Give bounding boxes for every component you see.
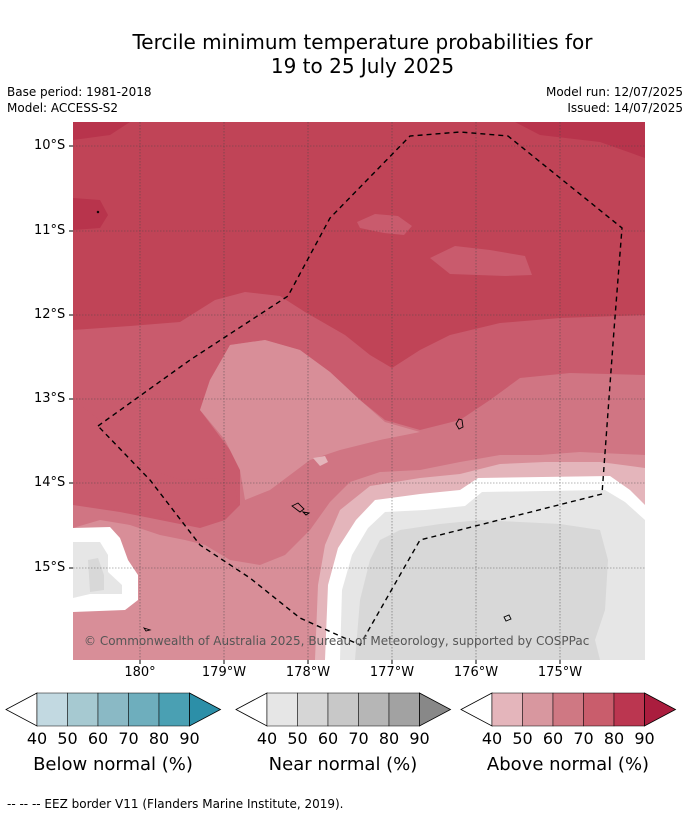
lon-label-177w: 177°W	[369, 665, 415, 680]
region-above-90-left	[73, 198, 108, 230]
colorbar-tick-label: 90	[409, 729, 430, 748]
colorbar-swatch	[158, 692, 190, 727]
colorbar-swatch	[552, 692, 584, 727]
eez-border	[96, 131, 623, 646]
colorbar-above-normal	[460, 692, 677, 727]
region-above-90-topright	[515, 122, 645, 158]
islands	[96, 210, 512, 632]
region-above-50-b	[200, 340, 420, 500]
issued-date: Issued: 14/07/2025	[567, 101, 683, 115]
graticule	[73, 122, 645, 660]
lat-label-11s: 11°S	[34, 223, 66, 238]
colorbar-swatch	[522, 692, 554, 727]
lat-label-15s: 15°S	[34, 560, 66, 575]
lon-label-176w: 176°W	[453, 665, 499, 680]
colorbar-swatch	[266, 692, 298, 727]
meta-right: Model run: 12/07/2025 Issued: 14/07/2025	[546, 84, 683, 116]
colorbar-title-near: Near normal (%)	[268, 754, 418, 775]
colorbar-under-triangle	[5, 692, 38, 727]
colorbar-tick-label: 80	[603, 729, 625, 748]
lon-label-180: 180°	[124, 665, 156, 680]
colorbar-swatch	[613, 692, 645, 727]
colorbar-tick-label: 50	[57, 729, 78, 748]
meta-left: Base period: 1981-2018 Model: ACCESS-S2	[7, 84, 152, 116]
colorbar-over-triangle	[189, 692, 222, 727]
colorbar-tick-label: 70	[118, 729, 139, 748]
region-near-50	[355, 520, 608, 660]
colorbar-swatch	[583, 692, 615, 727]
colorbar-swatch	[128, 692, 160, 727]
colorbar-swatch	[491, 692, 523, 727]
colorbar-tick-label: 50	[512, 729, 533, 748]
colorbar-swatch	[388, 692, 420, 727]
colorbar-swatch	[36, 692, 68, 727]
island-b	[291, 502, 305, 513]
colorbar-tick-label: 70	[573, 729, 594, 748]
lon-label-178w: 178°W	[285, 665, 331, 680]
patch-above-70-b	[430, 246, 532, 276]
base-period: Base period: 1981-2018	[7, 85, 152, 99]
colorbar-near-normal	[235, 692, 452, 727]
colorbar-over-triangle	[644, 692, 677, 727]
island-e	[142, 627, 152, 632]
region-above-60	[73, 400, 240, 530]
eez-footnote: -- -- -- EEZ border V11 (Flanders Marine…	[7, 797, 344, 811]
colorbar-swatch	[358, 692, 390, 727]
region-above-90-top	[73, 122, 130, 140]
lon-label-179w: 179°W	[201, 665, 247, 680]
colorbar-tick-label: 60	[542, 729, 564, 748]
lon-label-175w: 175°W	[537, 665, 583, 680]
island-d	[503, 614, 512, 622]
island-a	[455, 418, 464, 430]
lat-label-13s: 13°S	[34, 391, 66, 406]
colorbar-tick-label: 80	[148, 729, 170, 748]
colorbar-swatch	[327, 692, 359, 727]
title-line-2: 19 to 25 July 2025	[270, 54, 455, 78]
colorbar-title-below: Below normal (%)	[33, 754, 193, 775]
lat-label-10s: 10°S	[34, 138, 66, 153]
colorbar-under-triangle	[235, 692, 268, 727]
colorbar-swatch	[67, 692, 99, 727]
copyright-notice: © Commonwealth of Australia 2025, Bureau…	[84, 634, 590, 648]
map-title: Tercile minimum temperature probabilitie…	[0, 30, 690, 78]
lat-label-12s: 12°S	[34, 307, 66, 322]
colorbar-tick-label: 40	[256, 729, 278, 748]
colorbar-tick-label: 70	[348, 729, 369, 748]
colorbar-title-above: Above normal (%)	[486, 754, 650, 775]
axis-ticks	[69, 145, 561, 664]
colorbar-swatch	[97, 692, 129, 727]
colorbar-over-triangle	[419, 692, 452, 727]
island-c	[301, 511, 311, 516]
colorbar-tick-label: 60	[317, 729, 339, 748]
island-f	[96, 210, 100, 214]
probability-map	[69, 122, 645, 664]
patch-above-70-a	[357, 214, 412, 235]
colorbar-tick-label: 60	[87, 729, 109, 748]
colorbar-under-triangle	[460, 692, 493, 727]
colorbar-tick-label: 40	[481, 729, 503, 748]
colorbar-tick-label: 50	[287, 729, 308, 748]
colorbar-tick-label: 90	[634, 729, 655, 748]
colorbar-swatch	[297, 692, 329, 727]
model-name: Model: ACCESS-S2	[7, 101, 119, 115]
colorbar-tick-label: 90	[179, 729, 200, 748]
small-patch	[313, 456, 328, 466]
colorbar-below-normal	[5, 692, 222, 727]
model-run: Model run: 12/07/2025	[545, 85, 683, 99]
title-line-1: Tercile minimum temperature probabilitie…	[132, 30, 593, 54]
colorbar-tick-label: 80	[378, 729, 400, 748]
region-near-left-inner	[88, 558, 104, 592]
lat-label-14s: 14°S	[34, 475, 66, 490]
colorbar-tick-label: 40	[26, 729, 48, 748]
